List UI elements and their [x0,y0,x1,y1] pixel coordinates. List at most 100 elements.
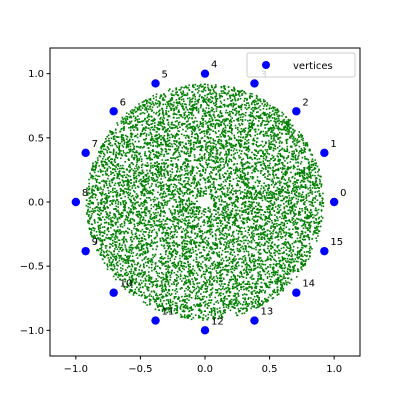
green-point [162,231,165,234]
green-point [147,243,150,246]
green-point [121,268,124,270]
green-point [186,152,188,154]
green-point [198,211,200,214]
green-point [187,152,190,155]
green-point [230,201,233,204]
green-point [265,206,268,208]
green-point [320,209,323,211]
green-point [207,86,209,89]
green-point [309,192,311,194]
green-point [189,142,192,144]
green-point [103,205,106,207]
green-point [258,264,261,266]
green-point [120,223,123,225]
green-point [120,188,123,191]
green-point [285,282,288,284]
green-point [174,252,177,255]
green-point [145,157,148,160]
green-point [125,262,128,264]
green-point [158,260,160,262]
green-point [211,252,213,254]
green-point [312,184,315,187]
green-point [145,106,147,109]
green-point [210,84,213,87]
green-point [199,174,201,177]
green-point [202,123,205,126]
green-point [102,243,104,246]
green-point [287,128,290,131]
green-point [215,191,218,193]
green-point [102,143,104,145]
green-point [157,167,160,170]
green-point [154,203,156,206]
green-point [161,264,164,266]
green-point [268,237,271,240]
green-point [198,289,200,292]
green-point [247,131,249,134]
green-point [127,265,130,267]
green-point [281,199,284,202]
green-point [202,291,205,293]
green-point [230,158,232,161]
green-point [144,283,147,285]
green-point [295,161,297,164]
green-point [274,118,276,121]
green-point [178,89,181,91]
green-point [181,221,183,223]
green-point [249,260,252,263]
green-point [280,275,283,278]
green-point [144,250,147,253]
green-point [284,187,286,189]
green-point [207,302,210,304]
green-point [167,247,169,250]
green-point [251,93,253,95]
green-point [88,192,91,195]
green-point [88,187,91,190]
green-point [196,295,199,297]
green-point [274,158,277,160]
green-point [200,236,203,239]
green-point [219,222,222,225]
green-point [199,302,202,305]
green-point [291,198,293,200]
green-point [210,101,212,104]
green-point [167,164,169,167]
green-point [277,167,280,170]
green-point [271,196,274,198]
green-point [268,250,271,252]
green-point [133,191,136,193]
green-point [144,189,146,192]
green-point [156,142,159,145]
green-point [155,278,158,280]
green-point [221,249,224,252]
green-point [165,303,168,305]
green-point [232,93,235,96]
green-point [272,186,275,188]
green-point [276,177,279,179]
green-point [112,269,115,271]
green-point [276,288,279,291]
green-point [203,153,206,155]
green-point [235,110,238,112]
green-point [249,97,251,100]
green-point [315,225,318,228]
green-point [221,95,224,98]
green-point [158,113,161,116]
green-point [189,280,191,283]
green-point [286,162,289,164]
green-point [161,237,164,239]
green-point [161,286,164,288]
green-point [212,142,214,144]
green-point [215,270,218,272]
green-point [138,272,141,275]
green-point [94,167,97,169]
green-point [235,107,237,110]
green-point [181,267,184,270]
green-point [118,184,121,187]
green-point [277,158,280,161]
green-point [314,201,316,204]
green-point [169,274,171,277]
green-point [204,181,207,184]
green-point [154,224,156,227]
green-point [96,234,98,237]
